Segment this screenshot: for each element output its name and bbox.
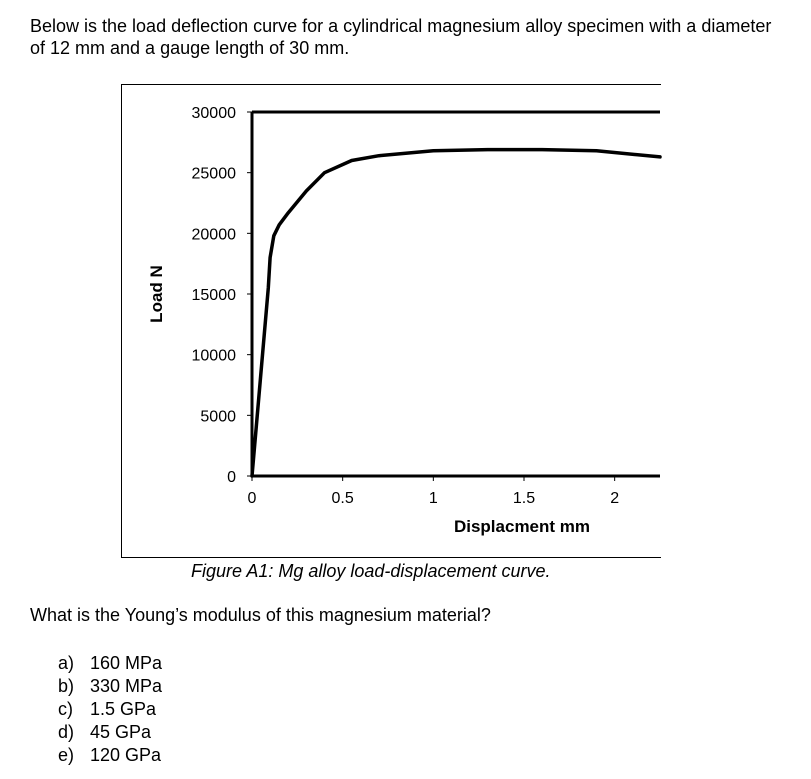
- answer-option-c[interactable]: c) 1.5 GPa: [58, 698, 162, 721]
- answer-text: 160 MPa: [90, 653, 163, 673]
- y-tick-label: 20000: [192, 226, 237, 243]
- x-tick-label: 0: [248, 490, 257, 507]
- x-tick-label: 0.5: [332, 490, 354, 507]
- y-tick-label: 5000: [200, 408, 236, 425]
- answer-letter: e): [58, 745, 75, 765]
- answer-letter: d): [58, 722, 75, 742]
- intro-text: Below is the load deflection curve for a…: [30, 16, 772, 58]
- chart-frame: [121, 84, 661, 558]
- answer-letter: b): [58, 676, 75, 696]
- y-axis-title: Load N: [147, 265, 166, 323]
- answer-letter: a): [58, 653, 75, 673]
- answer-text: 120 GPa: [90, 745, 162, 765]
- answer-text: 330 MPa: [90, 676, 163, 696]
- y-tick-label: 25000: [192, 166, 237, 183]
- x-tick-label: 2: [610, 490, 619, 507]
- answer-text: 45 GPa: [90, 722, 152, 742]
- figure-caption: Figure A1: Mg alloy load-displacement cu…: [191, 561, 551, 581]
- x-tick-label: 1.5: [513, 490, 535, 507]
- load-curve-line: [250, 147, 662, 478]
- answer-option-d[interactable]: d) 45 GPa: [58, 721, 162, 744]
- y-tick-label: 15000: [192, 287, 237, 304]
- answer-option-a[interactable]: a) 160 MPa: [58, 652, 162, 675]
- y-tick-label: 0: [227, 469, 236, 486]
- answer-text: 1.5 GPa: [90, 699, 157, 719]
- x-tick-label: 1: [429, 490, 438, 507]
- question-text: What is the Young’s modulus of this magn…: [30, 605, 491, 625]
- answer-list: a) 160 MPa b) 330 MPa c) 1.5 GPa d) 45 GPa e…: [58, 652, 162, 767]
- answer-option-e[interactable]: e) 120 GPa: [58, 744, 162, 767]
- y-tick-label: 30000: [192, 105, 237, 122]
- y-tick-label: 10000: [192, 348, 237, 365]
- answer-letter: c): [58, 699, 73, 719]
- answer-option-b[interactable]: b) 330 MPa: [58, 675, 162, 698]
- x-axis-title: Displacment mm: [454, 517, 590, 536]
